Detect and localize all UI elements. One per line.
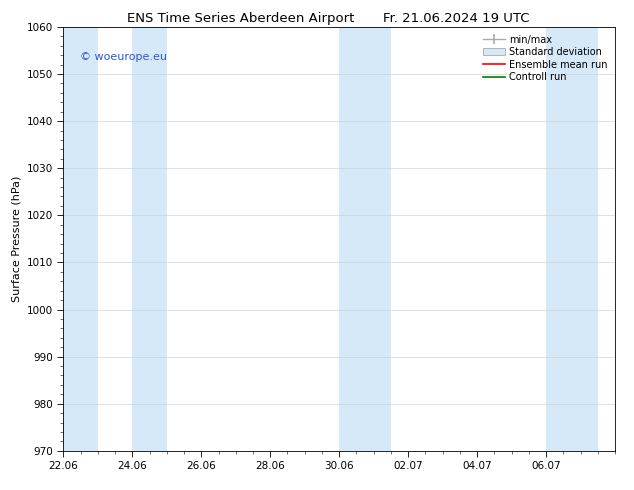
Bar — [546, 27, 598, 451]
Y-axis label: Surface Pressure (hPa): Surface Pressure (hPa) — [11, 176, 21, 302]
Bar — [133, 27, 167, 451]
Text: ENS Time Series Aberdeen Airport: ENS Time Series Aberdeen Airport — [127, 12, 354, 25]
Text: © woeurope.eu: © woeurope.eu — [80, 52, 167, 62]
Text: Fr. 21.06.2024 19 UTC: Fr. 21.06.2024 19 UTC — [383, 12, 530, 25]
Legend: min/max, Standard deviation, Ensemble mean run, Controll run: min/max, Standard deviation, Ensemble me… — [481, 32, 610, 85]
Bar — [339, 27, 391, 451]
Bar — [63, 27, 98, 451]
